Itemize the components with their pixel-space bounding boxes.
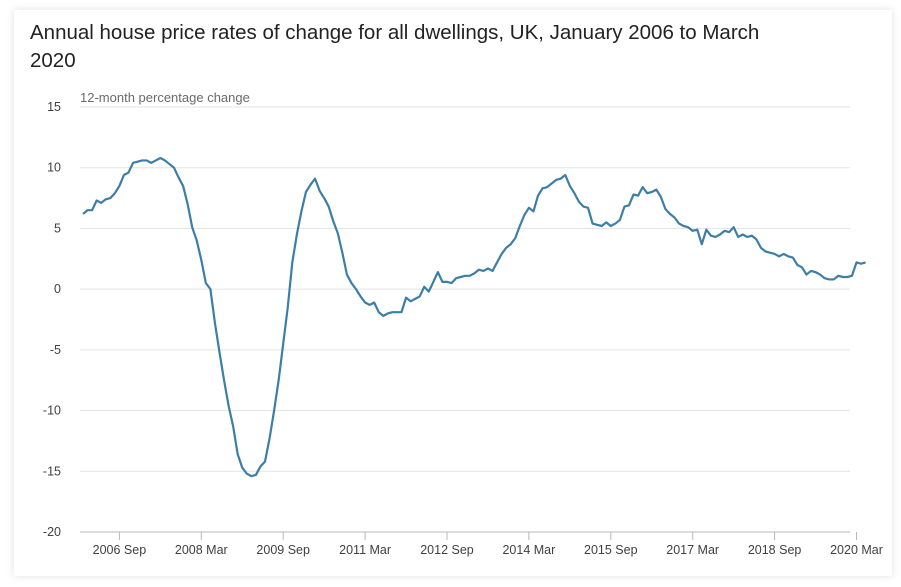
y-tick-label: 15 xyxy=(47,100,61,114)
y-tick-label: -20 xyxy=(43,525,61,539)
y-tick-label: -15 xyxy=(43,464,61,478)
x-tick-label: 2008 Mar xyxy=(175,543,228,557)
x-tick-label: 2018 Sep xyxy=(748,543,802,557)
y-tick-label: -10 xyxy=(43,404,61,418)
y-tick-label: 10 xyxy=(47,161,61,175)
x-axis: 2006 Sep 2008 Mar 2009 Sep 2011 Mar 2012 Sep… xyxy=(93,532,883,557)
x-tick-label: 2014 Mar xyxy=(502,543,555,557)
x-tick-label: 2011 Mar xyxy=(339,543,391,557)
series-layer xyxy=(82,156,866,478)
x-tick-label: 2006 Sep xyxy=(93,543,147,557)
x-tick-label: 2015 Sep xyxy=(584,543,638,557)
x-tick-label: 2012 Sep xyxy=(420,543,474,557)
chart-title: Annual house price rates of change for a… xyxy=(30,21,760,72)
gridlines xyxy=(80,106,850,533)
unit-label-mask xyxy=(70,86,870,106)
y-axis-unit-label: 12-month percentage change xyxy=(80,90,250,105)
series-line xyxy=(82,156,866,478)
x-tick-label: 2009 Sep xyxy=(256,543,310,557)
y-tick-label: -5 xyxy=(50,343,61,357)
x-tick-label: 2020 Mar xyxy=(830,543,883,557)
y-tick-label: 5 xyxy=(54,221,61,235)
y-tick-label: 0 xyxy=(54,282,61,296)
y-axis-tick-labels: 15 10 5 0 -5 -10 -15 -20 xyxy=(43,100,61,539)
x-tick-label: 2017 Mar xyxy=(666,543,719,557)
